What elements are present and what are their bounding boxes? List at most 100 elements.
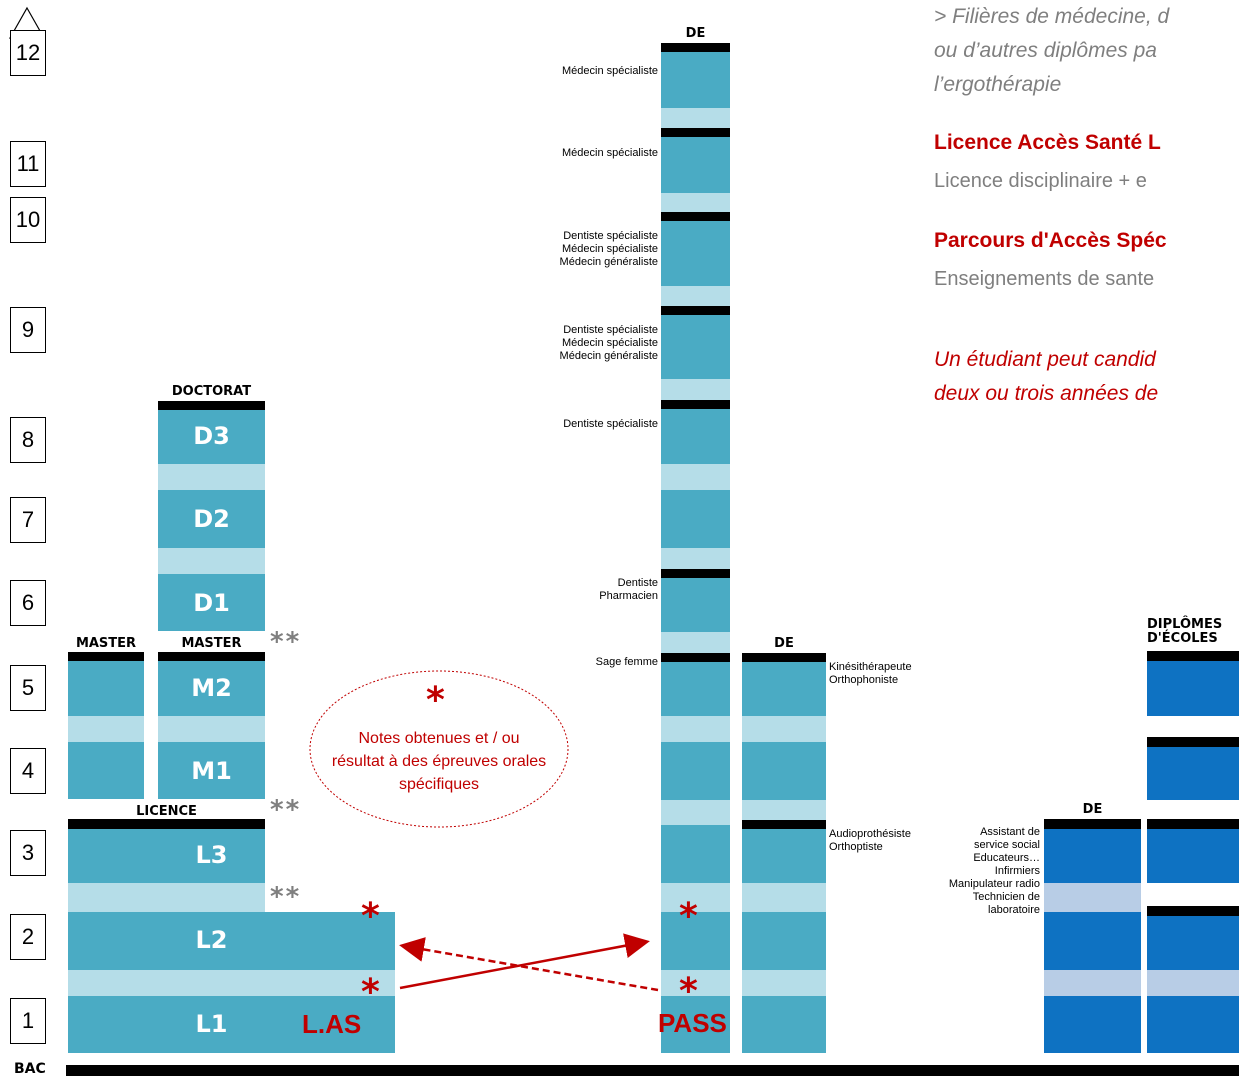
m2-label: M2: [191, 674, 232, 702]
red-star-pass-l2: *: [679, 896, 698, 937]
de-main-year-6: [661, 578, 730, 632]
de-second-sep: [742, 716, 826, 742]
ecoles-bar-4: [1147, 737, 1239, 747]
year-label: 8: [21, 427, 35, 452]
de-second-year-5: [742, 662, 826, 716]
ellipse-line: Notes obtenues et / ou: [358, 730, 520, 747]
job-line: Médecin spécialiste: [562, 243, 658, 255]
year-label: 9: [21, 317, 35, 342]
licence-bar: [68, 819, 265, 829]
de-main-bar-8: [661, 400, 730, 409]
job-line: Infirmiers: [994, 865, 1040, 877]
ecoles-year-2: [1147, 916, 1239, 970]
year-label: 12: [15, 40, 41, 65]
de-main-year-3: [661, 825, 730, 883]
de-main-sep: [661, 464, 730, 490]
de-main-sep: [661, 970, 730, 996]
year-label: 11: [16, 151, 40, 176]
legend-intro-line: l’ergothérapie: [934, 73, 1062, 96]
job-line: Orthoptiste: [829, 841, 883, 853]
job-label-third: Assistant de service social Educateurs… …: [900, 826, 1040, 917]
d3-d2-separator: [158, 464, 265, 490]
ecoles-year-1: [1147, 996, 1239, 1053]
job-label-main: Dentiste spécialiste: [500, 418, 658, 431]
job-line: Médecin spécialiste: [562, 147, 658, 159]
de-main-sep: [661, 548, 730, 569]
de-second-year-3: [742, 829, 826, 883]
master-left-m1: [68, 742, 144, 799]
de-second-bar-3: [742, 820, 826, 829]
year-label: 7: [21, 507, 35, 532]
ecoles-year-3: [1147, 829, 1239, 883]
ellipse-line: résultat à des épreuves orales: [331, 753, 547, 770]
job-label-main: Sage femme: [500, 656, 658, 669]
de-main-bar-11: [661, 128, 730, 137]
de-third-year-1: [1044, 996, 1141, 1053]
diplomes-line: D'ÉCOLES: [1147, 631, 1218, 646]
doctorat-header: DOCTORAT: [171, 384, 252, 399]
job-line: Pharmacien: [599, 590, 658, 602]
las-label: L.AS: [302, 1009, 362, 1039]
job-line: Audioprothésiste: [829, 828, 911, 840]
year-label: 6: [21, 590, 35, 615]
de-main-bar-6: [661, 569, 730, 578]
de-main-bar-10: [661, 212, 730, 221]
de-second-sep: [742, 970, 826, 996]
job-line: Educateurs…: [973, 852, 1040, 864]
de-main-year-9: [661, 315, 730, 379]
job-line: Orthophoniste: [829, 674, 899, 686]
bac-baseline: [66, 1065, 1239, 1076]
diplomes-ecoles-header: DIPLÔMES D'ÉCOLES: [1147, 618, 1239, 646]
de-second-header: DE: [774, 636, 794, 651]
de-second-bar-5: [742, 653, 826, 662]
year-box-6: 6: [10, 580, 46, 626]
master-right-header: MASTER: [181, 636, 242, 651]
de-second-sep: [742, 883, 826, 912]
de-main-year-8: [661, 409, 730, 464]
legend: > Filières de médecine, d ou d’autres di…: [934, 0, 1239, 420]
year-label: 5: [21, 675, 35, 700]
ellipse-text: Notes obtenues et / ou résultat à des ép…: [308, 727, 570, 796]
de-third-header: DE: [1082, 802, 1103, 817]
job-line: Dentiste spécialiste: [563, 230, 658, 242]
year-box-2: 2: [10, 914, 46, 960]
d2-block: [158, 490, 265, 548]
ecoles-year-5: [1147, 661, 1239, 716]
master-right-bar: [158, 652, 265, 661]
legend-intro-line: > Filières de médecine, d: [934, 5, 1170, 28]
licence-header: LICENCE: [136, 804, 197, 819]
l1-label: L1: [195, 1010, 228, 1038]
job-label-main: Dentiste spécialiste Médecin spécialiste…: [500, 230, 658, 269]
legend-pass-desc: Enseignements de sante: [934, 268, 1155, 290]
l1-block: [68, 996, 395, 1053]
grey-stars-master: **: [270, 627, 302, 657]
job-line: Sage femme: [595, 656, 658, 668]
de-third-bar: [1044, 819, 1141, 829]
de-main-sep: [661, 108, 730, 128]
year-label: 10: [15, 207, 41, 232]
de-second-sep: [742, 800, 826, 820]
job-line: Dentiste spécialiste: [563, 418, 658, 430]
grey-stars-l2: **: [270, 882, 302, 912]
de-main-sep: [661, 883, 730, 912]
ellipse-line: spécifiques: [398, 776, 480, 793]
m2-block: [158, 661, 265, 716]
grey-stars-licence: **: [270, 795, 302, 825]
year-box-9: 9: [10, 307, 46, 353]
year-box-4: 4: [10, 748, 46, 794]
year-box-1: 1: [10, 998, 46, 1044]
de-main-sep: [661, 800, 730, 825]
year-label: 1: [21, 1008, 35, 1033]
bac-label: BAC: [14, 1061, 46, 1077]
job-line: service social: [973, 839, 1040, 851]
de-main-sep: [661, 286, 730, 306]
de-main-year-11: [661, 137, 730, 193]
year-box-10: 10: [10, 197, 46, 243]
job-line: Technicien de: [972, 891, 1040, 903]
de-third-sep: [1044, 883, 1141, 912]
de-main-year-2: [661, 912, 730, 970]
de-third-year-3: [1044, 829, 1141, 883]
l3-block: [68, 829, 265, 883]
year-box-7: 7: [10, 497, 46, 543]
red-star-las-l1: *: [361, 972, 380, 1013]
